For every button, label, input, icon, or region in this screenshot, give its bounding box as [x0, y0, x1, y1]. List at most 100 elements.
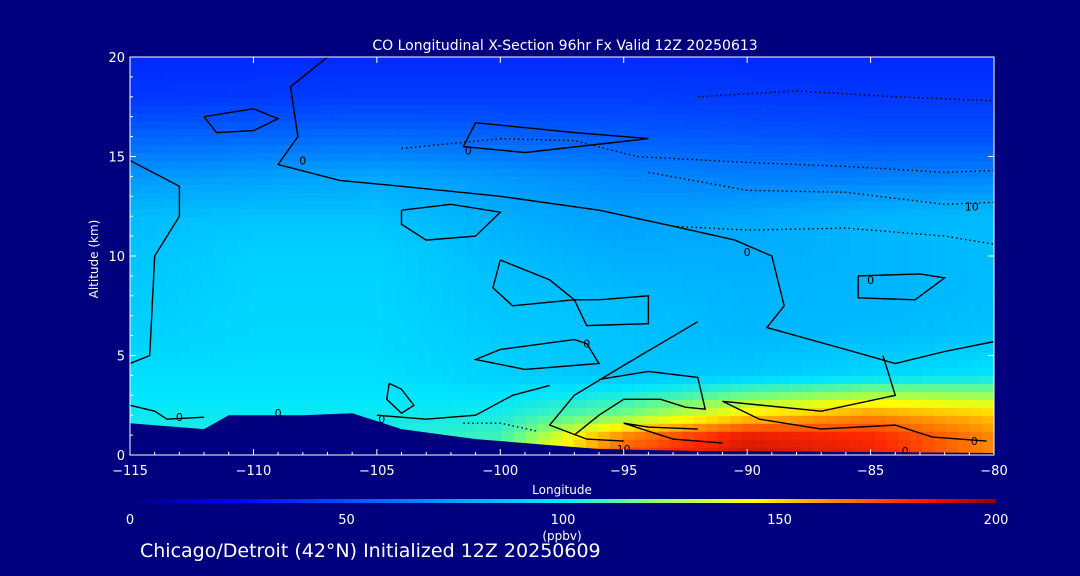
field-cell [682, 375, 695, 384]
field-cell [754, 168, 767, 177]
field-cell [346, 303, 359, 313]
field-cell [130, 104, 143, 114]
field-cell [922, 208, 935, 217]
field-cell [202, 72, 215, 82]
field-cell [310, 391, 323, 400]
field-cell [790, 112, 803, 122]
field-cell [718, 160, 731, 170]
field-cell [718, 415, 731, 424]
field-cell [898, 327, 911, 337]
field-cell [454, 367, 467, 376]
field-cell [586, 248, 599, 257]
field-cell [442, 136, 455, 146]
field-cell [478, 88, 491, 98]
field-cell [766, 295, 779, 305]
field-cell [358, 240, 371, 249]
field-cell [646, 208, 659, 217]
field-cell [862, 168, 875, 177]
field-cell [574, 112, 587, 122]
field-cell [898, 120, 911, 130]
field-cell [178, 415, 191, 424]
field-cell [466, 72, 479, 82]
field-cell [142, 407, 155, 416]
field-cell [178, 144, 191, 154]
field-cell [286, 192, 299, 201]
field-cell [586, 160, 599, 170]
field-cell [958, 64, 971, 74]
field-cell [730, 96, 743, 106]
field-cell [598, 351, 611, 361]
field-cell [658, 168, 671, 177]
field-cell [190, 327, 203, 337]
field-cell [478, 152, 491, 162]
field-cell [850, 200, 863, 209]
field-cell [382, 208, 395, 217]
field-cell [778, 439, 791, 448]
field-cell [766, 104, 779, 114]
field-cell [838, 327, 851, 337]
field-cell [346, 200, 359, 209]
field-cell [490, 104, 503, 114]
field-cell [574, 359, 587, 369]
field-cell [742, 271, 755, 281]
field-cell [490, 176, 503, 185]
field-cell [454, 176, 467, 185]
field-cell [874, 447, 887, 455]
field-cell [430, 112, 443, 122]
field-cell [250, 176, 263, 185]
field-cell [946, 271, 959, 281]
field-cell [322, 72, 335, 82]
field-cell [358, 64, 371, 74]
field-cell [538, 232, 551, 241]
field-cell [178, 176, 191, 185]
field-cell [490, 128, 503, 138]
field-cell [874, 359, 887, 369]
field-cell [202, 415, 215, 424]
field-cell [742, 240, 755, 249]
field-cell [850, 431, 863, 440]
field-cell [394, 303, 407, 313]
field-cell [634, 423, 647, 432]
field-cell [970, 367, 983, 376]
field-cell [442, 88, 455, 98]
field-cell [982, 240, 994, 249]
field-cell [550, 72, 563, 82]
field-cell [334, 248, 347, 257]
field-cell [838, 399, 851, 408]
field-cell [874, 271, 887, 281]
field-cell [694, 152, 707, 162]
field-cell [778, 144, 791, 154]
field-cell [334, 279, 347, 289]
field-cell [322, 57, 335, 66]
field-cell [214, 88, 227, 98]
field-cell [850, 256, 863, 265]
field-cell [766, 423, 779, 432]
field-cell [574, 160, 587, 170]
field-cell [634, 168, 647, 177]
field-cell [358, 287, 371, 297]
field-cell [430, 72, 443, 82]
field-cell [694, 136, 707, 146]
field-cell [898, 407, 911, 416]
field-cell [250, 208, 263, 217]
field-cell [526, 439, 539, 448]
field-cell [286, 263, 299, 273]
field-cell [766, 240, 779, 249]
field-cell [862, 319, 875, 329]
field-cell [142, 399, 155, 408]
field-cell [838, 80, 851, 90]
field-cell [598, 367, 611, 376]
field-cell [286, 287, 299, 297]
field-cell [262, 72, 275, 82]
field-cell [694, 224, 707, 233]
field-cell [322, 232, 335, 241]
field-cell [310, 160, 323, 170]
field-cell [442, 263, 455, 273]
field-cell [826, 263, 839, 273]
field-cell [766, 200, 779, 209]
field-cell [574, 351, 587, 361]
field-cell [958, 128, 971, 138]
field-cell [154, 224, 167, 233]
field-cell [310, 80, 323, 90]
field-cell [718, 216, 731, 225]
